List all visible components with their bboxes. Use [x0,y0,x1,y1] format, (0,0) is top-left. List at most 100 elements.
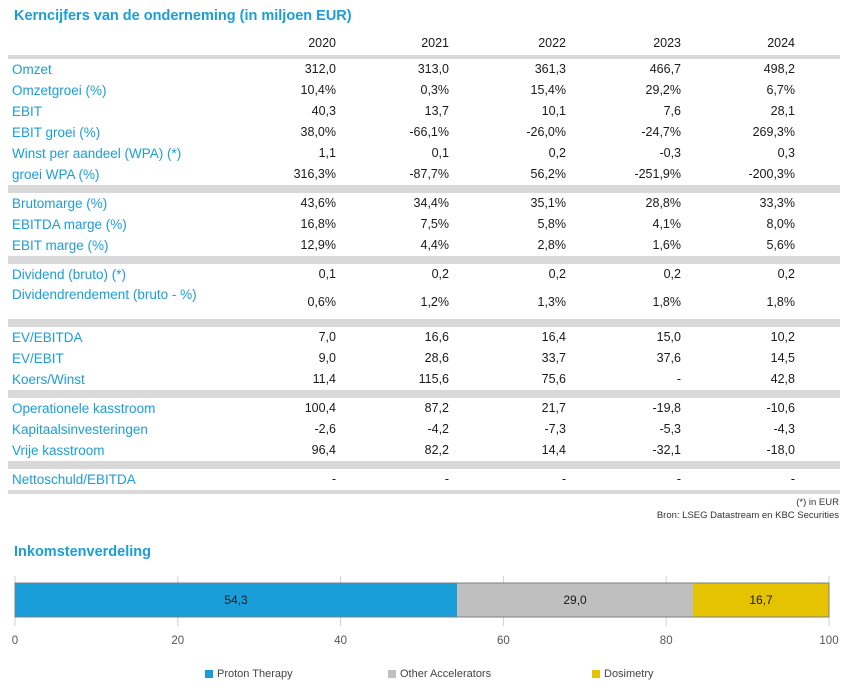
table-cell: 269,3% [752,125,795,139]
table-cell: 42,8 [770,372,795,386]
legend-label: Proton Therapy [217,668,293,680]
table-cell: 12,9% [300,238,336,252]
table-header-row: 2020 2021 2022 2023 2024 [8,33,840,55]
table-cell: -4,2 [427,422,449,436]
table-row: Nettoschuld/EBITDA - - - - - [8,469,840,490]
table-cell: -32,1 [652,443,682,457]
table-cell: 28,1 [770,104,795,118]
data-label: 16,7 [749,593,773,607]
table-row: Winst per aandeel (WPA) (*) 1,1 0,1 0,2 -0,3… [8,143,840,164]
table-cell: 16,4 [541,330,566,344]
table-row: Omzetgroei (%) 10,4% 0,3% 15,4% 29,2% 6,7% [8,80,840,101]
x-tick-label: 60 [497,635,510,647]
table-row: Koers/Winst 11,4 115,6 75,6 - 42,8 [8,369,840,390]
row-label: Winst per aandeel (WPA) (*) [12,146,182,161]
table-title: Kerncijfers van de onderneming (in miljo… [14,8,352,24]
table-cell: 14,4 [541,443,566,457]
row-separator [8,490,840,494]
table-cell: 8,0% [766,217,796,231]
table-cell: 0,2 [431,267,449,281]
table-row: groei WPA (%) 316,3% -87,7% 56,2% -251,9% -20… [8,164,840,185]
table-cell: 0,6% [307,295,337,309]
table-cell: -0,3 [659,146,681,160]
table-row: Brutomarge (%) 43,6% 34,4% 35,1% 28,8% 33,3% [8,193,840,214]
table-cell: -251,9% [634,167,681,181]
table-cell: 0,1 [318,267,336,281]
table-cell: 87,2 [424,401,449,415]
table-cell: - [561,472,566,486]
row-label: EV/EBITDA [12,330,83,345]
table-cell: 7,6 [663,104,681,118]
table-row: EBIT groei (%) 38,0% -66,1% -26,0% -24,7% 269… [8,122,840,143]
x-tick-label: 40 [334,635,347,647]
bar-outline [14,582,830,618]
table-cell: 0,2 [663,267,681,281]
row-label: Koers/Winst [12,372,85,387]
table-cell: -200,3% [748,167,795,181]
table-cell: 10,4% [300,83,336,97]
source-note: Bron: LSEG Datastream en KBC Securities [656,510,839,521]
table-cell: 16,6 [424,330,449,344]
table-cell: 0,3% [420,83,450,97]
table-row: Kapitaalsinvesteringen -2,6 -4,2 -7,3 -5,3 -4… [8,419,840,440]
row-label: EBIT [12,104,43,119]
row-label: Operationele kasstroom [12,401,156,416]
table-cell: 13,7 [424,104,449,118]
legend-label: Other Accelerators [400,668,492,680]
table-row: EV/EBIT 9,0 28,6 33,7 37,6 14,5 [8,348,840,369]
table-cell: 28,6 [424,351,449,365]
table-cell: -4,3 [773,422,795,436]
table-cell: 6,7% [766,83,796,97]
table-cell: 29,2% [645,83,681,97]
table-cell: 498,2 [763,62,795,76]
table-cell: 115,6 [418,372,449,386]
table-cell: 100,4 [304,401,336,415]
table-cell: 361,3 [534,62,566,76]
table-cell: 35,1% [530,196,566,210]
row-label: Brutomarge (%) [12,196,108,211]
year-header: 2024 [767,36,795,50]
table-cell: 2,8% [537,238,567,252]
table-cell: -10,6 [766,401,796,415]
group-separator [8,319,840,327]
row-separator [8,55,840,59]
row-label: Omzetgroei (%) [12,83,107,98]
row-label: EBIT groei (%) [12,125,101,140]
table-cell: -87,7% [409,167,449,181]
table-cell: -5,3 [659,422,681,436]
legend-item: Proton Therapy [205,668,293,680]
table-cell: -24,7% [641,125,681,139]
group-separator [8,461,840,469]
table-cell: 75,6 [541,372,566,386]
bar-segment [693,583,829,617]
table-row: Dividend (bruto) (*) 0,1 0,2 0,2 0,2 0,2 [8,264,840,285]
x-tick-label: 20 [171,635,184,647]
table-cell: 1,1 [318,146,336,160]
table-cell: 466,7 [649,62,681,76]
table-cell: 11,4 [312,372,336,386]
table-row: Vrije kasstroom 96,4 82,2 14,4 -32,1 -18,0 [8,440,840,461]
x-tick-label: 0 [12,635,18,647]
table-cell: 1,2% [420,295,450,309]
row-label: Kapitaalsinvesteringen [12,422,148,437]
table-row: EV/EBITDA 7,0 16,6 16,4 15,0 10,2 [8,327,840,348]
table-cell: 34,4% [413,196,449,210]
footnote: (*) in EUR [796,497,839,508]
row-label: Vrije kasstroom [12,443,105,458]
table-row: Operationele kasstroom 100,4 87,2 21,7 -19,8… [8,398,840,419]
table-cell: 43,6% [300,196,336,210]
table-cell: 21,7 [541,401,566,415]
table-cell: 1,8% [652,295,682,309]
table-cell: 0,2 [777,267,795,281]
table-cell: 16,8% [300,217,336,231]
table-cell: 0,3 [777,146,795,160]
table-cell: 1,3% [537,295,567,309]
year-header: 2022 [538,36,566,50]
bar-segment [457,583,694,617]
table-cell: 4,4% [420,238,450,252]
row-label: Omzet [12,62,52,77]
group-separator [8,185,840,193]
row-label: EBIT marge (%) [12,238,109,253]
table-cell: 316,3% [293,167,336,181]
data-label: 29,0 [563,593,587,607]
